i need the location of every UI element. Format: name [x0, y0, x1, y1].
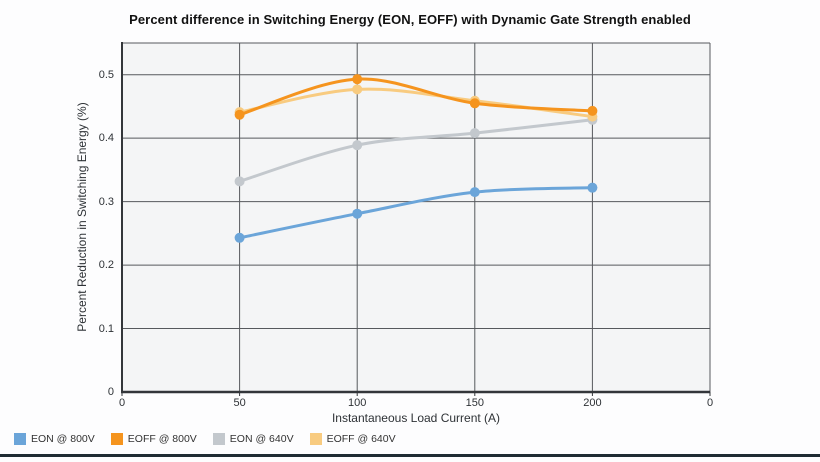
x-tick-label: 0	[706, 397, 714, 409]
data-point-marker	[234, 232, 245, 243]
y-tick-label: 0.3	[98, 195, 114, 208]
data-point-marker	[352, 84, 363, 95]
data-point-marker	[587, 105, 598, 116]
legend-item-eon-640v[interactable]: EON @ 640V	[212, 433, 294, 445]
legend-label: EOFF @ 640V	[326, 433, 396, 445]
data-point-marker	[234, 109, 245, 120]
legend-label: EON @ 800V	[31, 433, 95, 445]
series-line-eon-640v	[238, 118, 594, 183]
legend-swatch-eon-800v	[14, 433, 26, 445]
x-axis-label: Instantaneous Load Current (A)	[331, 411, 501, 425]
x-tick-label: 50	[233, 397, 246, 409]
chart-legend: EON @ 800V EOFF @ 800V EON @ 640V EOFF @…	[14, 433, 396, 445]
data-point-marker	[352, 208, 363, 219]
y-tick-label: 0.2	[98, 259, 114, 272]
window-bottom-border	[0, 454, 820, 457]
data-point-marker	[469, 98, 480, 109]
series-line-eoff-800v	[238, 77, 594, 117]
y-tick-label: 0.4	[98, 132, 114, 145]
data-point-marker	[352, 74, 363, 85]
x-tick-label: 100	[348, 397, 367, 409]
legend-swatch-eoff-640v	[309, 433, 322, 445]
x-tick-label: 200	[583, 397, 602, 409]
legend-item-eon-800v[interactable]: EON @ 800V	[14, 433, 95, 445]
legend-swatch-eon-640v	[212, 433, 225, 445]
legend-item-eoff-800v[interactable]: EOFF @ 800V	[110, 433, 197, 445]
legend-label: EOFF @ 800V	[127, 433, 197, 445]
series-line-eon-800v	[238, 186, 594, 240]
x-tick-label: 150	[465, 397, 484, 409]
data-point-marker	[234, 176, 245, 187]
x-tick-label: 0	[118, 397, 126, 409]
y-tick-label: 0.1	[98, 322, 114, 335]
data-point-marker	[587, 182, 598, 193]
legend-swatch-eoff-800v	[110, 433, 123, 445]
data-point-marker	[469, 128, 480, 139]
chart-title: Percent difference in Switching Energy (…	[129, 12, 691, 27]
data-point-marker	[352, 140, 363, 151]
legend-item-eoff-640v[interactable]: EOFF @ 640V	[309, 433, 396, 445]
y-tick-label: 0.5	[98, 68, 114, 81]
data-point-marker	[469, 187, 480, 198]
plot-background	[122, 43, 710, 392]
y-tick-label: 0	[107, 386, 114, 398]
legend-label: EON @ 640V	[229, 433, 294, 445]
